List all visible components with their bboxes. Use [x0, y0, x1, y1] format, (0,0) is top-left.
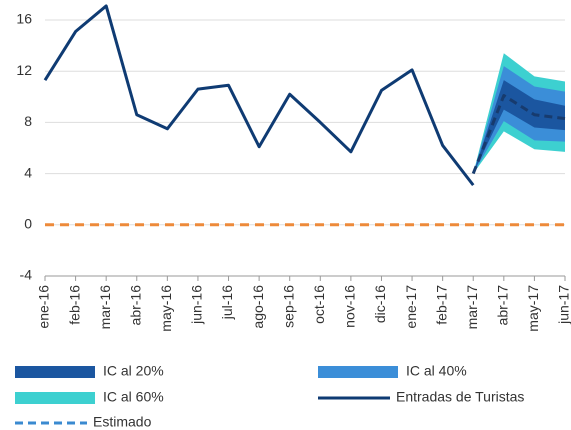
legend-label: Estimado [93, 414, 152, 430]
y-tick-label: 8 [24, 113, 32, 129]
x-tick-label: ene-16 [36, 285, 52, 329]
x-tick-label: jul-16 [219, 285, 235, 320]
legend-label: Entradas de Turistas [396, 389, 524, 405]
x-tick-label: oct-16 [311, 285, 327, 324]
x-tick-label: mar-16 [97, 285, 113, 330]
x-tick-label: jun-17 [556, 285, 571, 325]
confidence-band [473, 66, 565, 174]
x-tick-label: may-16 [158, 285, 174, 332]
x-tick-label: abr-17 [495, 285, 511, 326]
x-tick-label: ago-16 [250, 285, 266, 329]
x-tick-label: nov-16 [342, 285, 358, 328]
x-tick-label: feb-16 [66, 285, 82, 325]
y-tick-label: 0 [24, 216, 32, 232]
legend-swatch [15, 392, 95, 404]
x-tick-label: ene-17 [403, 285, 419, 329]
legend-label: IC al 20% [103, 363, 164, 379]
x-tick-label: mar-17 [464, 285, 480, 330]
legend-label: IC al 40% [406, 363, 467, 379]
y-tick-label: 4 [24, 164, 32, 180]
x-tick-label: sep-16 [280, 285, 296, 328]
legend-swatch [318, 366, 398, 378]
x-tick-label: dic-16 [372, 285, 388, 323]
series-line [471, 94, 566, 175]
x-tick-label: may-17 [525, 285, 541, 332]
series-line [43, 4, 475, 187]
x-tick-label: jun-16 [189, 285, 205, 325]
y-tick-label: 12 [16, 62, 32, 78]
x-tick-label: abr-16 [127, 285, 143, 326]
x-tick-label: feb-17 [433, 285, 449, 325]
confidence-band [473, 80, 565, 174]
legend-label: IC al 60% [103, 389, 164, 405]
y-tick-label: -4 [20, 267, 33, 283]
legend-swatch [15, 366, 95, 378]
y-tick-label: 16 [16, 11, 32, 27]
